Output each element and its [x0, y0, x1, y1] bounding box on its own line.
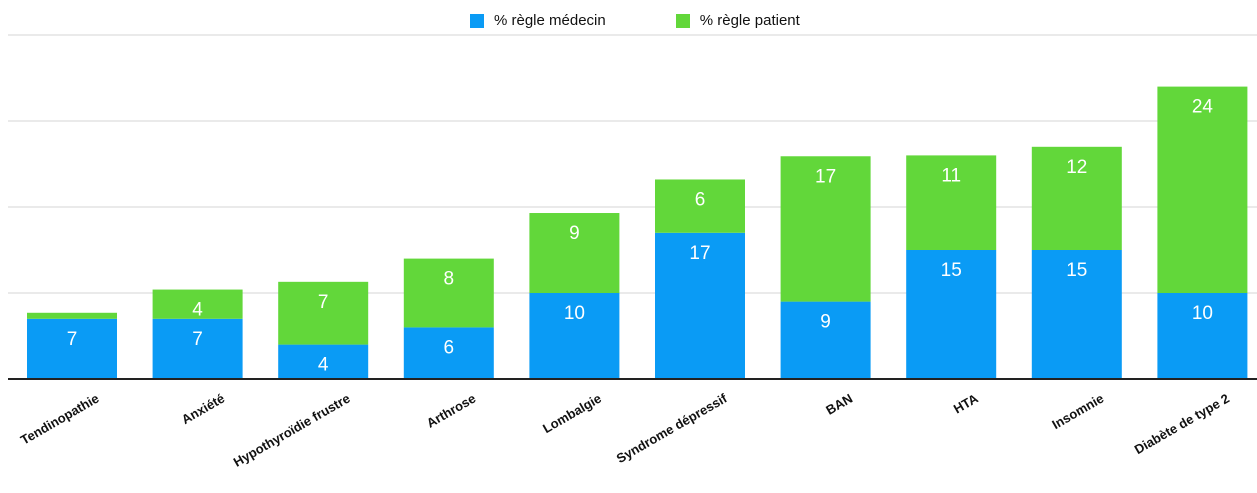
bar-medecin — [27, 318, 117, 379]
category-labels: Tendinopathie Anxiété Hypothyroïdie frustr… — [18, 390, 1232, 469]
data-label: 4 — [192, 300, 203, 321]
bar-medecin — [152, 318, 243, 379]
bar-medecin — [529, 293, 620, 379]
category-label: Diabète de type 2 — [1132, 391, 1232, 457]
category-label: Tendinopathie — [18, 391, 102, 448]
bar-patient — [403, 258, 494, 328]
legend-swatch-patient — [675, 13, 690, 28]
legend: % règle médecin % règle patient — [470, 12, 800, 29]
bar-patient — [655, 179, 745, 233]
category-label: Arthrose — [424, 391, 478, 431]
bar-patient — [278, 281, 369, 345]
bar-medecin — [1031, 250, 1122, 379]
bar-patient — [906, 155, 997, 250]
bar-patient — [1031, 146, 1122, 250]
data-label: 15 — [941, 260, 962, 281]
data-label: 6 — [444, 337, 455, 358]
data-label: 7 — [67, 329, 78, 350]
bar-patient — [27, 312, 117, 319]
bar-medecin — [1157, 293, 1248, 379]
bar-medecin — [403, 327, 494, 379]
legend-label-medecin: % règle médecin — [494, 12, 606, 29]
bar-patient — [1157, 86, 1248, 293]
data-label: 8 — [444, 269, 455, 290]
category-label: Insomnie — [1049, 391, 1106, 433]
bar-medecin — [780, 301, 871, 379]
data-label: 17 — [689, 243, 710, 264]
data-label: 11 — [941, 165, 961, 186]
category-label: Hypothyroïdie frustre — [231, 391, 353, 470]
bar-medecin — [655, 232, 745, 379]
bars — [27, 86, 1248, 379]
data-label: 12 — [1066, 157, 1087, 178]
data-label: 10 — [564, 303, 585, 324]
legend-swatch-medecin — [470, 13, 484, 28]
data-label: 4 — [318, 355, 329, 376]
data-label: 15 — [1066, 260, 1087, 281]
data-label: 9 — [569, 223, 580, 244]
category-label: Lombalgie — [540, 391, 604, 436]
legend-item-patient: % règle patient — [675, 12, 800, 29]
category-label: BAN — [823, 391, 855, 418]
legend-label-patient: % règle patient — [699, 12, 800, 29]
data-labels: 7 7 4 4 7 6 8 10 9 17 6 9 17 15 11 15 12 10 24 — [67, 97, 1214, 376]
category-label: HTA — [951, 390, 981, 416]
data-label: 17 — [815, 166, 836, 187]
legend-item-medecin: % règle médecin — [470, 12, 606, 29]
bar-patient — [780, 156, 871, 302]
category-label: Anxiété — [179, 391, 227, 427]
data-label: 6 — [695, 189, 706, 210]
data-label: 7 — [318, 292, 329, 313]
bar-medecin — [278, 344, 369, 379]
data-label: 24 — [1192, 97, 1214, 118]
bar-patient — [529, 213, 620, 293]
category-label: Syndrome dépressif — [614, 390, 730, 466]
data-label: 10 — [1192, 303, 1213, 324]
data-label: 9 — [820, 312, 831, 333]
data-label: 7 — [192, 329, 203, 350]
bar-medecin — [906, 250, 997, 379]
bar-patient — [152, 289, 243, 319]
